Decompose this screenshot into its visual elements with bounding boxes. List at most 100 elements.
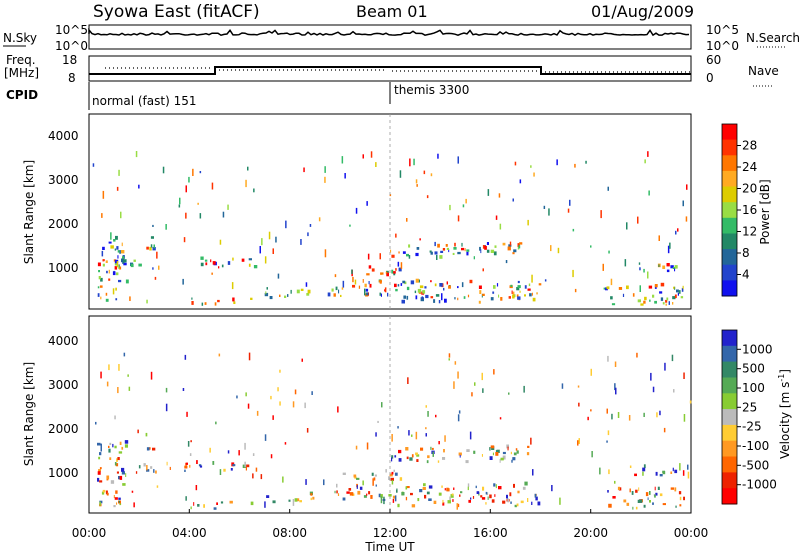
power-echo-cell-321 — [182, 278, 184, 285]
power-echo-cell-228 — [435, 294, 440, 297]
velocity-echo-cell-162 — [416, 459, 419, 462]
velocity-echo-cell-310 — [255, 467, 258, 472]
power-echo-cell-1 — [114, 248, 117, 251]
power-echo-cell-237 — [417, 288, 422, 293]
power-echo-cell-82 — [204, 302, 207, 305]
power-echo-cell-371 — [449, 204, 451, 211]
velocity-echo-cell-223 — [537, 501, 541, 506]
power-echo-cell-285 — [606, 286, 610, 290]
velocity-echo-cell-48 — [169, 466, 171, 470]
velocity-echo-cell-94 — [357, 490, 361, 495]
power-echo-cell-302 — [389, 194, 392, 197]
velocity-colorbar-swatch-7 — [722, 440, 737, 457]
velocity-echo-cell-374 — [671, 354, 674, 362]
power-echo-cell-125 — [366, 273, 370, 276]
velocity-echo-cell-27 — [109, 442, 112, 445]
velocity-echo-cell-137 — [391, 457, 393, 462]
power-echo-cell-387 — [590, 245, 592, 248]
time-tick-label-6: 00:00 — [674, 526, 709, 540]
power-echo-cell-318 — [261, 238, 263, 246]
power-colorbar-swatch-5 — [722, 202, 737, 219]
power-echo-cell-406 — [400, 283, 403, 286]
velocity-echo-cell-368 — [425, 405, 427, 408]
power-echo-cell-323 — [384, 287, 387, 293]
velocity-echo-cell-364 — [607, 430, 610, 436]
velocity-echo-cell-256 — [652, 502, 654, 505]
power-colorbar-swatch-1 — [722, 139, 737, 156]
power-colorbar-label-5: 8 — [742, 246, 750, 260]
power-echo-cell-176 — [484, 246, 487, 250]
power-echo-cell-339 — [101, 250, 104, 257]
velocity-echo-cell-391 — [577, 440, 579, 446]
power-echo-cell-49 — [114, 266, 118, 270]
power-echo-cell-136 — [429, 250, 432, 253]
power-echo-cell-231 — [498, 294, 500, 298]
power-echo-cell-145 — [452, 252, 455, 255]
power-echo-cell-316 — [682, 200, 684, 207]
velocity-echo-cell-64 — [198, 464, 202, 467]
velocity-echo-cell-133 — [512, 457, 516, 461]
velocity-echo-cell-35 — [125, 473, 127, 477]
power-echo-cell-151 — [448, 249, 450, 253]
power-echo-cell-245 — [517, 285, 521, 289]
velocity-echo-cell-47 — [146, 469, 150, 472]
velocity-echo-cell-291 — [634, 473, 637, 477]
velocity-echo-cell-257 — [657, 486, 660, 490]
power-echo-cell-203 — [457, 297, 459, 301]
power-ytick-3000: 3000 — [48, 173, 79, 187]
power-echo-cell-275 — [678, 290, 681, 294]
velocity-echo-cell-453 — [652, 386, 655, 393]
velocity-echo-cell-352 — [279, 369, 281, 373]
power-echo-cell-247 — [492, 291, 495, 294]
power-echo-cell-399 — [567, 208, 570, 213]
velocity-echo-cell-124 — [371, 472, 374, 476]
power-echo-cell-124 — [368, 265, 372, 269]
power-echo-cell-301 — [183, 237, 186, 243]
power-echo-cell-428 — [637, 216, 639, 224]
velocity-echo-cell-114 — [368, 491, 371, 495]
velocity-echo-cell-186 — [524, 481, 528, 486]
power-echo-cell-158 — [461, 242, 463, 247]
power-colorbar: 28 24 20 16 12 8 4 — [721, 123, 757, 297]
power-echo-cell-329 — [482, 268, 484, 272]
time-tick-label-3: 12:00 — [373, 526, 408, 540]
freq-label-line1: Freq. — [6, 53, 36, 67]
velocity-echo-cell-206 — [406, 486, 410, 489]
velocity-echo-cell-78 — [220, 501, 224, 504]
power-echo-cell-312 — [437, 153, 439, 159]
velocity-echo-cell-416 — [687, 471, 690, 479]
velocity-echo-cell-220 — [513, 483, 515, 488]
velocity-echo-cell-158 — [465, 460, 469, 464]
cpid-label: CPID — [6, 88, 38, 102]
velocity-echo-cell-212 — [507, 498, 510, 503]
nsearch-label: N.Search — [746, 31, 800, 45]
power-echo-cell-83 — [191, 301, 194, 305]
power-echo-cell-18 — [117, 250, 120, 253]
velocity-echo-cell-298 — [270, 454, 273, 459]
power-echo-cell-37 — [115, 287, 117, 291]
power-echo-cell-435 — [300, 239, 302, 245]
power-echo-cell-337 — [602, 263, 604, 271]
velocity-echo-cell-20 — [121, 446, 124, 450]
power-echo-cell-260 — [659, 291, 663, 294]
velocity-echo-cell-436 — [385, 469, 387, 473]
power-echo-cell-289 — [672, 267, 676, 269]
velocity-echo-cell-243 — [401, 492, 405, 496]
power-echo-cell-393 — [138, 184, 140, 189]
velocity-echo-cell-74 — [196, 460, 198, 464]
power-echo-cell-386 — [116, 261, 119, 268]
power-echo-cell-414 — [556, 159, 558, 166]
power-echo-cell-23 — [98, 270, 100, 273]
power-echo-cell-212 — [478, 285, 482, 289]
power-echo-cell-308 — [379, 292, 381, 296]
power-echo-cell-107 — [365, 288, 369, 292]
power-echo-cell-295 — [666, 263, 670, 267]
nave-label: Nave — [748, 64, 779, 78]
velocity-echo-cell-323 — [256, 410, 259, 416]
power-echo-cell-22 — [108, 278, 111, 281]
power-echo-cell-76 — [214, 302, 217, 306]
power-echo-cell-439 — [685, 216, 688, 222]
velocity-echo-cell-270 — [607, 490, 609, 493]
freq-tick-top: 18 — [62, 53, 77, 67]
velocity-echo-cell-43 — [106, 475, 110, 480]
